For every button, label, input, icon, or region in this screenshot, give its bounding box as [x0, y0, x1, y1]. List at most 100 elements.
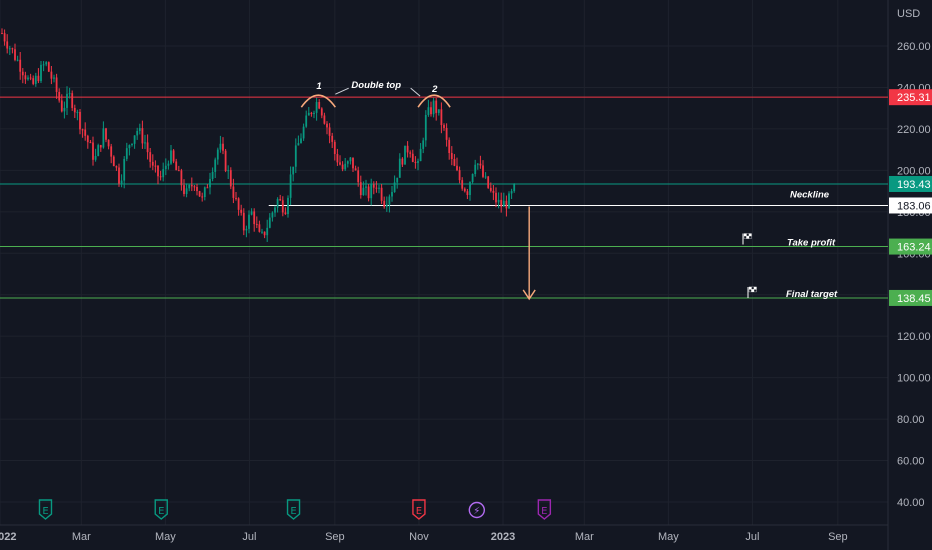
candle-body — [445, 127, 448, 140]
neckline-label: Neckline — [790, 189, 830, 200]
events-row[interactable]: E E E E ⚡ E — [38, 499, 552, 520]
earnings-marker[interactable]: E — [154, 499, 168, 520]
x-tick-label: Jul — [242, 531, 256, 543]
candle-body — [102, 128, 105, 148]
candle-body — [474, 164, 477, 175]
candle-body — [292, 166, 295, 175]
candle-body — [367, 186, 370, 199]
earnings-badge-icon — [286, 499, 301, 520]
earnings-marker[interactable]: E — [38, 499, 53, 520]
candle-body — [463, 188, 466, 192]
candle-body — [307, 112, 310, 116]
candle-body — [206, 187, 209, 189]
y-tick-label: 80.00 — [897, 414, 925, 426]
candle-body — [159, 176, 162, 178]
candle-body — [45, 62, 48, 65]
flag-check — [746, 233, 750, 237]
candle-body — [118, 167, 120, 184]
candle-body — [71, 93, 74, 108]
candle-body — [274, 207, 276, 213]
event-glyph: E — [290, 506, 296, 517]
candle-body — [1, 33, 3, 35]
flag-check — [748, 235, 752, 239]
candle-body — [37, 75, 40, 82]
candle-body — [401, 158, 404, 165]
candle-body — [453, 159, 456, 166]
candle-body — [326, 123, 328, 128]
candle-body — [123, 158, 126, 181]
candle-body — [289, 174, 292, 198]
candle-body — [131, 143, 133, 146]
pattern-annotations[interactable]: 1 2 Double top Neckline Take profit Fina… — [300, 80, 838, 301]
price-tag — [889, 175, 932, 192]
candle-body — [11, 48, 14, 50]
candle-body — [266, 227, 269, 236]
double-top-leader-1 — [335, 87, 349, 95]
candle-body — [383, 200, 386, 207]
candle-body — [300, 138, 302, 144]
x-tick-label: Nov — [409, 531, 429, 543]
candle-body — [86, 135, 89, 143]
candle-body — [149, 152, 152, 162]
candle-body — [411, 153, 414, 162]
flag-check — [746, 235, 750, 239]
candle-body — [258, 224, 261, 232]
candle-body — [151, 161, 154, 166]
earnings-marker[interactable]: E — [537, 499, 552, 520]
candle-body — [487, 176, 490, 188]
earnings-badge-icon — [154, 499, 168, 520]
grid — [0, 0, 889, 550]
candle-body — [24, 75, 27, 80]
peak-1-label: 1 — [316, 81, 321, 92]
candle-body — [271, 212, 274, 218]
candle-body — [432, 100, 435, 115]
candle-body — [245, 228, 248, 231]
flag-check — [748, 286, 752, 290]
candle-body — [162, 169, 165, 178]
candle-body — [417, 161, 419, 163]
candle-body — [92, 142, 94, 160]
candle-body — [115, 166, 118, 168]
candle-body — [63, 107, 66, 112]
candle-body — [497, 199, 500, 203]
candle-body — [287, 197, 289, 215]
candle-body — [414, 161, 417, 163]
candle-body — [357, 170, 360, 183]
candle-body — [255, 224, 258, 226]
candle-body — [6, 41, 9, 49]
candle-body — [34, 75, 37, 84]
candle-body — [489, 187, 492, 191]
candle-body — [58, 91, 61, 101]
candle-body — [313, 112, 315, 115]
earnings-badge-icon — [537, 499, 552, 520]
candle-body — [180, 170, 183, 186]
candle-body — [157, 165, 159, 177]
candle-body — [365, 186, 367, 188]
candle-body — [201, 196, 204, 198]
candle-body — [216, 149, 219, 160]
y-tick-label: 40.00 — [897, 497, 925, 509]
flag-check — [748, 289, 752, 293]
event-glyph: E — [42, 506, 48, 517]
price-tag — [889, 89, 932, 106]
candle-body — [79, 111, 81, 130]
peak-2-label: 2 — [431, 84, 438, 95]
time-axis[interactable]: 2022 Mar May Jul Sep Nov 2023 Mar May Jul Sep — [0, 531, 848, 543]
candle-body — [398, 158, 401, 178]
candle-body — [284, 212, 287, 215]
candle-body — [409, 152, 412, 154]
dividend-marker[interactable]: ⚡ — [468, 501, 486, 519]
candle-body — [253, 211, 256, 225]
candle-body — [352, 157, 354, 169]
candle-body — [73, 107, 76, 113]
top-1-arc — [300, 94, 336, 108]
candle-body — [354, 168, 357, 171]
earnings-marker[interactable]: E — [412, 499, 426, 520]
earnings-marker[interactable]: E — [286, 499, 301, 520]
candle-body — [32, 78, 35, 84]
candle-body — [333, 141, 336, 155]
candle-body — [500, 199, 503, 207]
candle-body — [68, 93, 71, 95]
